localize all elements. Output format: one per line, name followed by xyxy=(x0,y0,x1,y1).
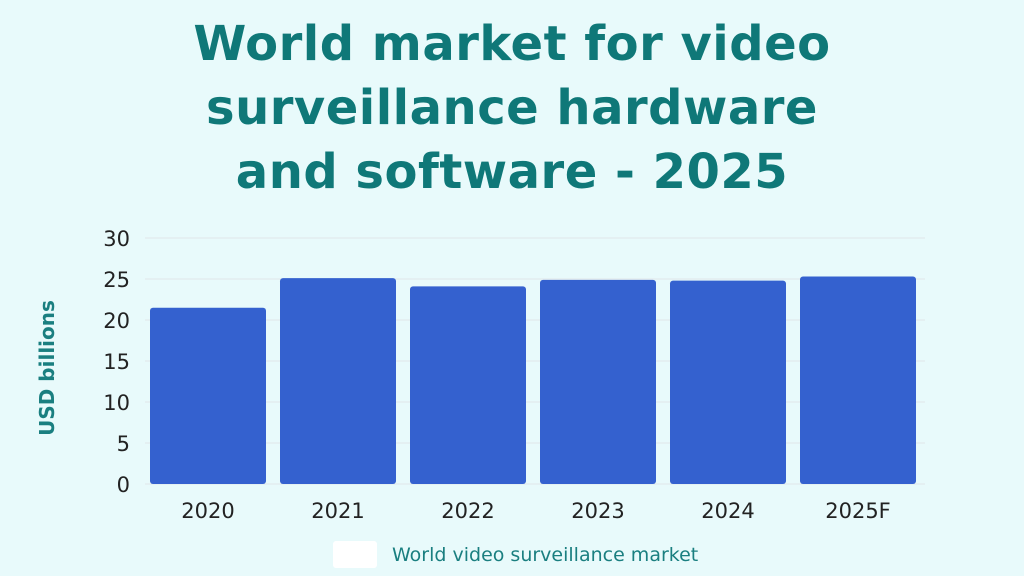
y-tick-label: 5 xyxy=(117,432,130,456)
bars xyxy=(150,276,916,484)
x-tick-label: 2023 xyxy=(571,499,624,523)
legend-label: World video surveillance market xyxy=(392,544,698,566)
y-tick-label: 10 xyxy=(103,391,130,415)
legend-swatch xyxy=(333,541,377,568)
page-title: World market for video surveillance hard… xyxy=(0,12,1024,204)
y-tick-label: 20 xyxy=(103,309,130,333)
y-tick-label: 0 xyxy=(117,473,130,497)
x-tick-label: 2022 xyxy=(441,499,494,523)
grid-lines xyxy=(145,237,925,485)
y-axis-title: USD billions xyxy=(35,300,59,436)
title-line-2: surveillance hardware xyxy=(206,80,818,136)
bar-2024 xyxy=(670,280,786,484)
bar-2023 xyxy=(540,279,656,484)
x-tick-label: 2020 xyxy=(181,499,234,523)
y-tick-label: 30 xyxy=(103,227,130,251)
x-axis-ticks: 2020 2021 2022 2023 2024 2025F xyxy=(181,499,890,523)
y-axis-ticks: 0 5 10 15 20 25 30 xyxy=(103,227,130,497)
bar-2020 xyxy=(150,307,266,484)
x-tick-label: 2021 xyxy=(311,499,364,523)
bar-2022 xyxy=(410,286,526,484)
title-line-3: and software - 2025 xyxy=(235,144,789,200)
y-tick-label: 25 xyxy=(103,268,130,292)
x-tick-label: 2024 xyxy=(701,499,754,523)
legend: World video surveillance market xyxy=(333,541,698,568)
y-tick-label: 15 xyxy=(103,350,130,374)
bar-2021 xyxy=(280,278,396,484)
x-tick-label: 2025F xyxy=(825,499,891,523)
title-line-1: World market for video xyxy=(193,16,831,72)
bar-2025F xyxy=(800,276,916,484)
